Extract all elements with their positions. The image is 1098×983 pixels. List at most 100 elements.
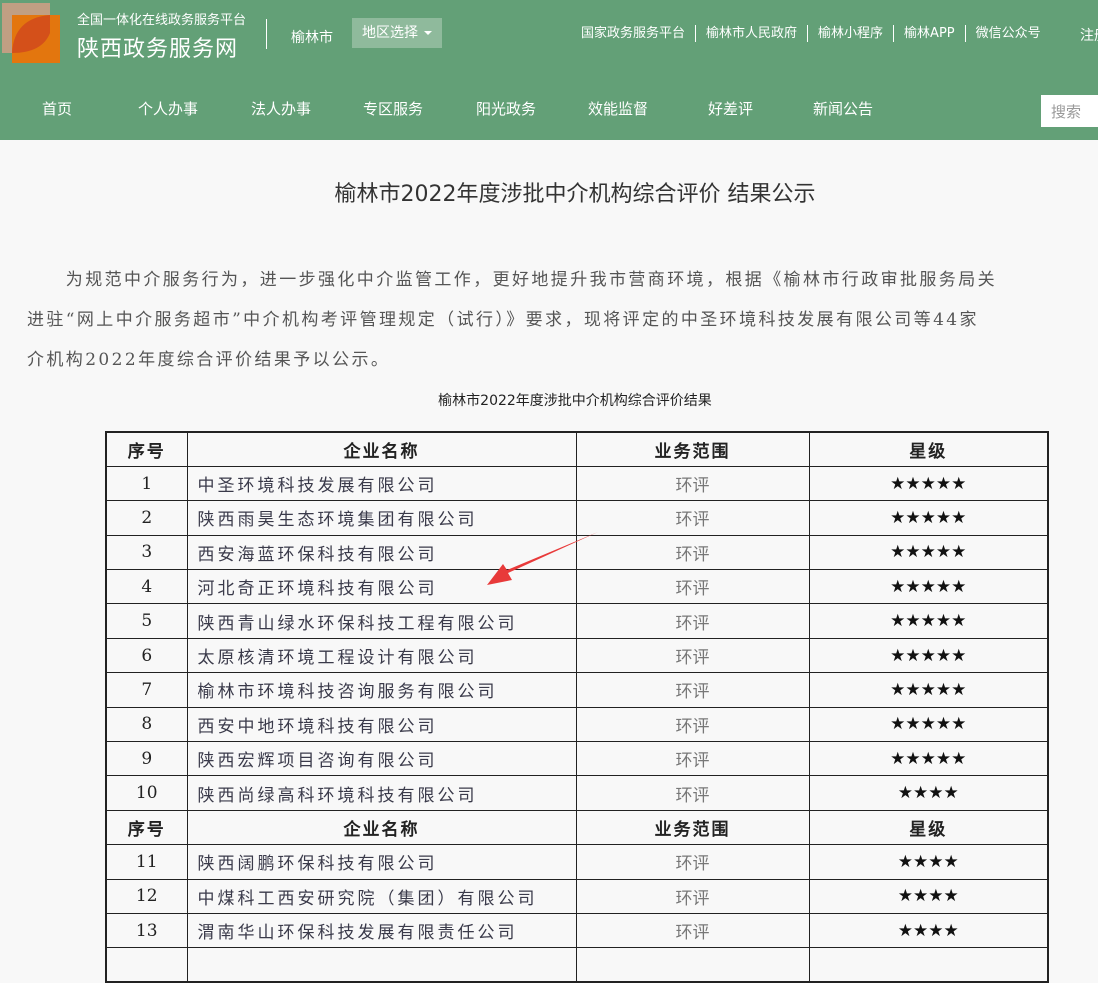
star-rating: ★★★★★ — [808, 500, 1049, 536]
link-yulin-gov[interactable]: 榆林市人民政府 — [695, 25, 807, 42]
link-national-platform[interactable]: 国家政务服务平台 — [581, 26, 686, 41]
link-mini-program[interactable]: 榆林小程序 — [807, 25, 893, 42]
nav-personal[interactable]: 个人办事 — [138, 100, 199, 118]
paragraph-line: 为规范中介服务行为，进一步强化中介监管工作，更好地提升我市营商环境，根据《榆林市… — [27, 270, 997, 290]
table-row — [105, 947, 1049, 983]
business-scope: 环评 — [575, 569, 810, 605]
row-number: 1 — [105, 465, 188, 502]
paragraph-line: 介机构2022年度综合评价结果予以公示。 — [27, 350, 391, 370]
table-row: 9 陕西宏辉项目咨询有限公司 环评 ★★★★★ — [105, 741, 1049, 777]
region-select-label: 地区选择 — [362, 25, 418, 41]
nav-news[interactable]: 新闻公告 — [813, 100, 874, 118]
business-scope — [575, 947, 810, 983]
nav-rating[interactable]: 好差评 — [708, 100, 754, 118]
column-header: 企业名称 — [186, 431, 577, 467]
table-row: 4 河北奇正环境科技有限公司 环评 ★★★★★ — [105, 569, 1049, 605]
table-row: 11 陕西阔鹏环保科技有限公司 环评 ★★★★ — [105, 844, 1049, 880]
top-links: 国家政务服务平台 榆林市人民政府 榆林小程序 榆林APP 微信公众号 — [581, 25, 1051, 42]
register-link[interactable]: 注册 — [1080, 28, 1098, 44]
link-app[interactable]: 榆林APP — [893, 25, 965, 42]
results-table: 序号 企业名称 业务范围 星级 1 中圣环境科技发展有限公司 环评 ★★★★★ 2 陕西雨昊生态环… — [105, 431, 1049, 983]
business-scope: 环评 — [575, 465, 810, 502]
business-scope: 环评 — [575, 603, 810, 639]
column-header: 序号 — [105, 431, 188, 467]
table-row: 1 中圣环境科技发展有限公司 环评 ★★★★★ — [105, 465, 1049, 502]
star-rating: ★★★★ — [808, 775, 1049, 811]
star-rating: ★★★★★ — [808, 741, 1049, 777]
star-rating: ★★★★ — [808, 912, 1049, 949]
company-name: 陕西尚绿高科环境科技有限公司 — [186, 775, 577, 811]
company-name: 陕西雨昊生态环境集团有限公司 — [186, 500, 577, 536]
star-rating: ★★★★★ — [808, 534, 1049, 571]
row-number: 序号 — [105, 809, 188, 846]
current-city: 榆林市 — [291, 30, 333, 46]
page-title: 榆林市2022年度涉批中介机构综合评价 结果公示 — [334, 182, 816, 207]
site-header: 全国一体化在线政务服务平台 陕西政务服务网 榆林市 地区选择 国家政务服务平台 … — [0, 0, 1098, 140]
star-rating: ★★★★ — [808, 878, 1049, 914]
row-number: 9 — [105, 741, 188, 777]
star-rating: 星级 — [808, 809, 1049, 846]
table-row: 13 渭南华山环保科技发展有限责任公司 环评 ★★★★ — [105, 912, 1049, 949]
row-number: 3 — [105, 534, 188, 571]
row-number: 8 — [105, 706, 188, 743]
table-row: 10 陕西尚绿高科环境科技有限公司 环评 ★★★★ — [105, 775, 1049, 811]
article-paragraph: 为规范中介服务行为，进一步强化中介监管工作，更好地提升我市营商环境，根据《榆林市… — [27, 260, 1098, 380]
business-scope: 业务范围 — [575, 809, 810, 846]
chevron-down-icon — [424, 31, 432, 35]
business-scope: 环评 — [575, 775, 810, 811]
site-logo[interactable] — [2, 3, 60, 63]
row-number: 7 — [105, 672, 188, 708]
nav-home[interactable]: 首页 — [42, 100, 73, 118]
region-select[interactable]: 地区选择 — [352, 18, 442, 48]
company-name: 河北奇正环境科技有限公司 — [186, 569, 577, 605]
company-name: 中圣环境科技发展有限公司 — [186, 465, 577, 502]
company-name: 企业名称 — [186, 809, 577, 846]
company-name: 榆林市环境科技咨询服务有限公司 — [186, 672, 577, 708]
star-rating — [808, 947, 1049, 983]
business-scope: 环评 — [575, 534, 810, 571]
row-number — [105, 947, 188, 983]
business-scope: 环评 — [575, 500, 810, 536]
company-name: 陕西宏辉项目咨询有限公司 — [186, 741, 577, 777]
star-rating: ★★★★ — [808, 844, 1049, 880]
link-wechat[interactable]: 微信公众号 — [964, 25, 1051, 42]
divider — [266, 19, 267, 49]
nav-open-gov[interactable]: 阳光政务 — [476, 100, 537, 118]
paragraph-line: 进驻“网上中介服务超市”中介机构考评管理规定（试行）》要求，现将评定的中圣环境科… — [27, 310, 979, 330]
nav-special[interactable]: 专区服务 — [363, 100, 424, 118]
company-name: 中煤科工西安研究院（集团）有限公司 — [186, 878, 577, 914]
business-scope: 环评 — [575, 741, 810, 777]
row-number: 4 — [105, 569, 188, 605]
row-number: 6 — [105, 637, 188, 674]
table-header-row: 序号 企业名称 业务范围 星级 — [105, 809, 1049, 846]
platform-label: 全国一体化在线政务服务平台 — [77, 13, 247, 28]
search-input[interactable]: 搜索 — [1041, 95, 1098, 127]
table-row: 12 中煤科工西安研究院（集团）有限公司 环评 ★★★★ — [105, 878, 1049, 914]
business-scope: 环评 — [575, 637, 810, 674]
row-number: 10 — [105, 775, 188, 811]
star-rating: ★★★★★ — [808, 637, 1049, 674]
column-header: 业务范围 — [575, 431, 810, 467]
star-rating: ★★★★★ — [808, 706, 1049, 743]
star-rating: ★★★★★ — [808, 672, 1049, 708]
column-header: 星级 — [808, 431, 1049, 467]
table-row: 7 榆林市环境科技咨询服务有限公司 环评 ★★★★★ — [105, 672, 1049, 708]
table-row: 3 西安海蓝环保科技有限公司 环评 ★★★★★ — [105, 534, 1049, 571]
table-header-row: 序号 企业名称 业务范围 星级 — [105, 431, 1049, 467]
table-row: 6 太原核清环境工程设计有限公司 环评 ★★★★★ — [105, 637, 1049, 674]
row-number: 2 — [105, 500, 188, 536]
business-scope: 环评 — [575, 878, 810, 914]
site-name[interactable]: 陕西政务服务网 — [77, 37, 239, 62]
table-row: 8 西安中地环境科技有限公司 环评 ★★★★★ — [105, 706, 1049, 743]
star-rating: ★★★★★ — [808, 569, 1049, 605]
nav-corporate[interactable]: 法人办事 — [251, 100, 312, 118]
nav-supervision[interactable]: 效能监督 — [588, 100, 649, 118]
table-row: 5 陕西青山绿水环保科技工程有限公司 环评 ★★★★★ — [105, 603, 1049, 639]
company-name: 太原核清环境工程设计有限公司 — [186, 637, 577, 674]
business-scope: 环评 — [575, 706, 810, 743]
row-number: 13 — [105, 912, 188, 949]
row-number: 5 — [105, 603, 188, 639]
star-rating: ★★★★★ — [808, 603, 1049, 639]
company-name: 陕西阔鹏环保科技有限公司 — [186, 844, 577, 880]
company-name: 渭南华山环保科技发展有限责任公司 — [186, 912, 577, 949]
